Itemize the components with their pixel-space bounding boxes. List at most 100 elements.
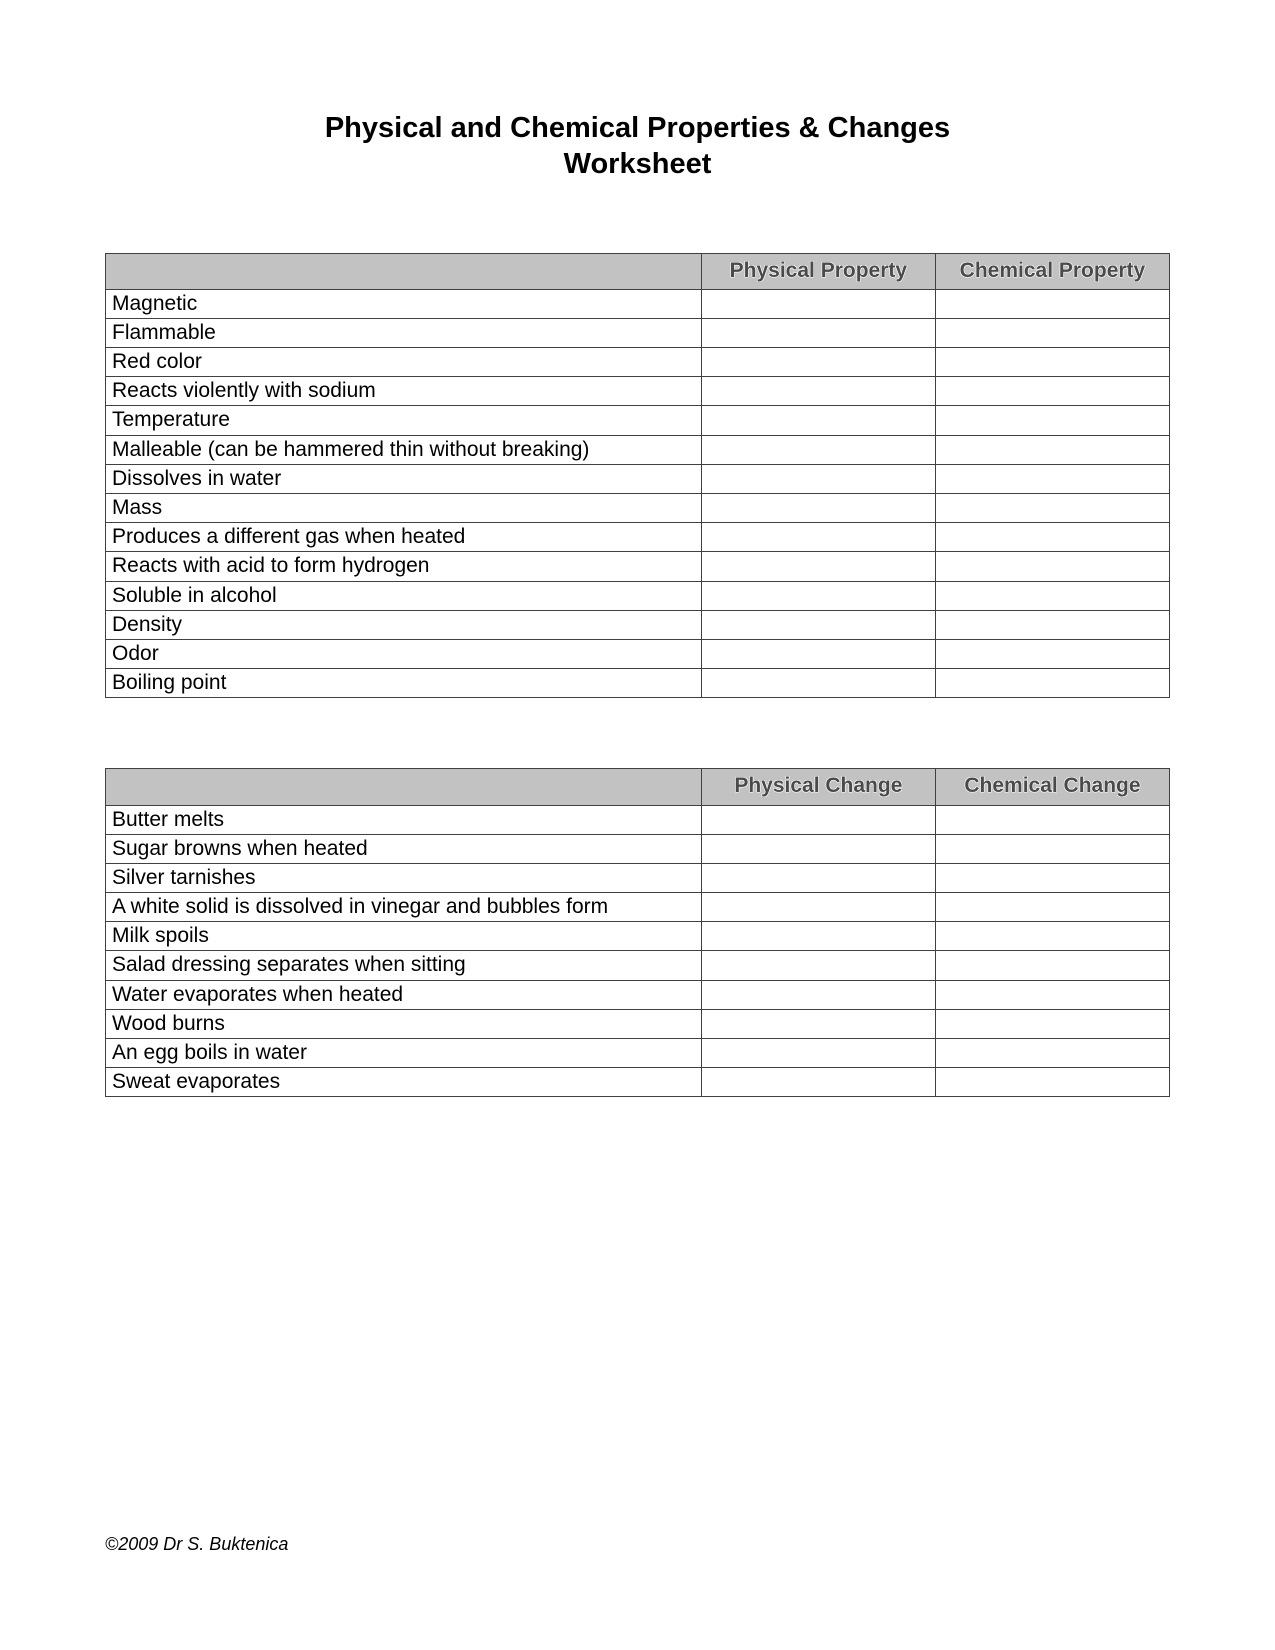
row-physical-cell [701, 581, 935, 610]
row-physical-cell [701, 464, 935, 493]
changes-header-chemical: Chemical Change [935, 769, 1169, 805]
row-chemical-cell [935, 805, 1169, 834]
row-physical-cell [701, 834, 935, 863]
row-chemical-cell [935, 980, 1169, 1009]
row-chemical-cell [935, 377, 1169, 406]
row-chemical-cell [935, 951, 1169, 980]
row-chemical-cell [935, 669, 1169, 698]
properties-header-blank [106, 253, 702, 289]
row-physical-cell [701, 348, 935, 377]
copyright-footer: ©2009 Dr S. Buktenica [105, 1534, 288, 1555]
table-row: Salad dressing separates when sitting [106, 951, 1170, 980]
table-row: Milk spoils [106, 922, 1170, 951]
row-description: Milk spoils [106, 922, 702, 951]
row-chemical-cell [935, 922, 1169, 951]
row-physical-cell [701, 610, 935, 639]
row-description: Boiling point [106, 669, 702, 698]
row-chemical-cell [935, 435, 1169, 464]
table-row: Magnetic [106, 289, 1170, 318]
row-physical-cell [701, 377, 935, 406]
table-row: Sugar browns when heated [106, 834, 1170, 863]
row-description: Dissolves in water [106, 464, 702, 493]
row-description: A white solid is dissolved in vinegar an… [106, 893, 702, 922]
worksheet-title: Physical and Chemical Properties & Chang… [105, 110, 1170, 183]
row-description: An egg boils in water [106, 1039, 702, 1068]
table-row: Produces a different gas when heated [106, 523, 1170, 552]
row-description: Odor [106, 639, 702, 668]
row-physical-cell [701, 318, 935, 347]
table-row: Wood burns [106, 1009, 1170, 1038]
row-chemical-cell [935, 639, 1169, 668]
properties-header-physical: Physical Property [701, 253, 935, 289]
row-physical-cell [701, 552, 935, 581]
row-chemical-cell [935, 1009, 1169, 1038]
row-physical-cell [701, 863, 935, 892]
table-row: An egg boils in water [106, 1039, 1170, 1068]
table-row: Reacts with acid to form hydrogen [106, 552, 1170, 581]
changes-header-blank [106, 769, 702, 805]
row-description: Malleable (can be hammered thin without … [106, 435, 702, 464]
row-physical-cell [701, 1009, 935, 1038]
table-row: Water evaporates when heated [106, 980, 1170, 1009]
row-description: Produces a different gas when heated [106, 523, 702, 552]
row-chemical-cell [935, 318, 1169, 347]
row-chemical-cell [935, 523, 1169, 552]
properties-table: Physical Property Chemical Property Magn… [105, 253, 1170, 699]
table-row: Density [106, 610, 1170, 639]
row-physical-cell [701, 922, 935, 951]
row-physical-cell [701, 951, 935, 980]
row-description: Magnetic [106, 289, 702, 318]
row-description: Water evaporates when heated [106, 980, 702, 1009]
title-line-2: Worksheet [564, 148, 712, 180]
row-chemical-cell [935, 834, 1169, 863]
table-row: Odor [106, 639, 1170, 668]
row-description: Mass [106, 494, 702, 523]
row-description: Reacts with acid to form hydrogen [106, 552, 702, 581]
row-description: Sugar browns when heated [106, 834, 702, 863]
table-row: Sweat evaporates [106, 1068, 1170, 1097]
row-description: Density [106, 610, 702, 639]
row-physical-cell [701, 805, 935, 834]
table-row: Dissolves in water [106, 464, 1170, 493]
row-physical-cell [701, 669, 935, 698]
row-physical-cell [701, 1068, 935, 1097]
row-chemical-cell [935, 464, 1169, 493]
row-physical-cell [701, 494, 935, 523]
table-row: Mass [106, 494, 1170, 523]
row-chemical-cell [935, 581, 1169, 610]
row-description: Silver tarnishes [106, 863, 702, 892]
table-row: Malleable (can be hammered thin without … [106, 435, 1170, 464]
row-description: Red color [106, 348, 702, 377]
row-chemical-cell [935, 893, 1169, 922]
row-chemical-cell [935, 494, 1169, 523]
row-physical-cell [701, 406, 935, 435]
row-chemical-cell [935, 289, 1169, 318]
row-chemical-cell [935, 863, 1169, 892]
row-chemical-cell [935, 610, 1169, 639]
table-row: Silver tarnishes [106, 863, 1170, 892]
row-description: Sweat evaporates [106, 1068, 702, 1097]
row-chemical-cell [935, 1068, 1169, 1097]
row-physical-cell [701, 289, 935, 318]
row-description: Wood burns [106, 1009, 702, 1038]
properties-header-chemical: Chemical Property [935, 253, 1169, 289]
row-description: Soluble in alcohol [106, 581, 702, 610]
table-row: Red color [106, 348, 1170, 377]
table-row: A white solid is dissolved in vinegar an… [106, 893, 1170, 922]
row-chemical-cell [935, 406, 1169, 435]
row-physical-cell [701, 1039, 935, 1068]
row-physical-cell [701, 893, 935, 922]
row-physical-cell [701, 980, 935, 1009]
row-physical-cell [701, 523, 935, 552]
row-physical-cell [701, 639, 935, 668]
row-chemical-cell [935, 348, 1169, 377]
row-description: Reacts violently with sodium [106, 377, 702, 406]
row-description: Butter melts [106, 805, 702, 834]
table-row: Boiling point [106, 669, 1170, 698]
row-chemical-cell [935, 552, 1169, 581]
table-row: Flammable [106, 318, 1170, 347]
row-chemical-cell [935, 1039, 1169, 1068]
table-row: Reacts violently with sodium [106, 377, 1170, 406]
row-description: Flammable [106, 318, 702, 347]
table-row: Temperature [106, 406, 1170, 435]
